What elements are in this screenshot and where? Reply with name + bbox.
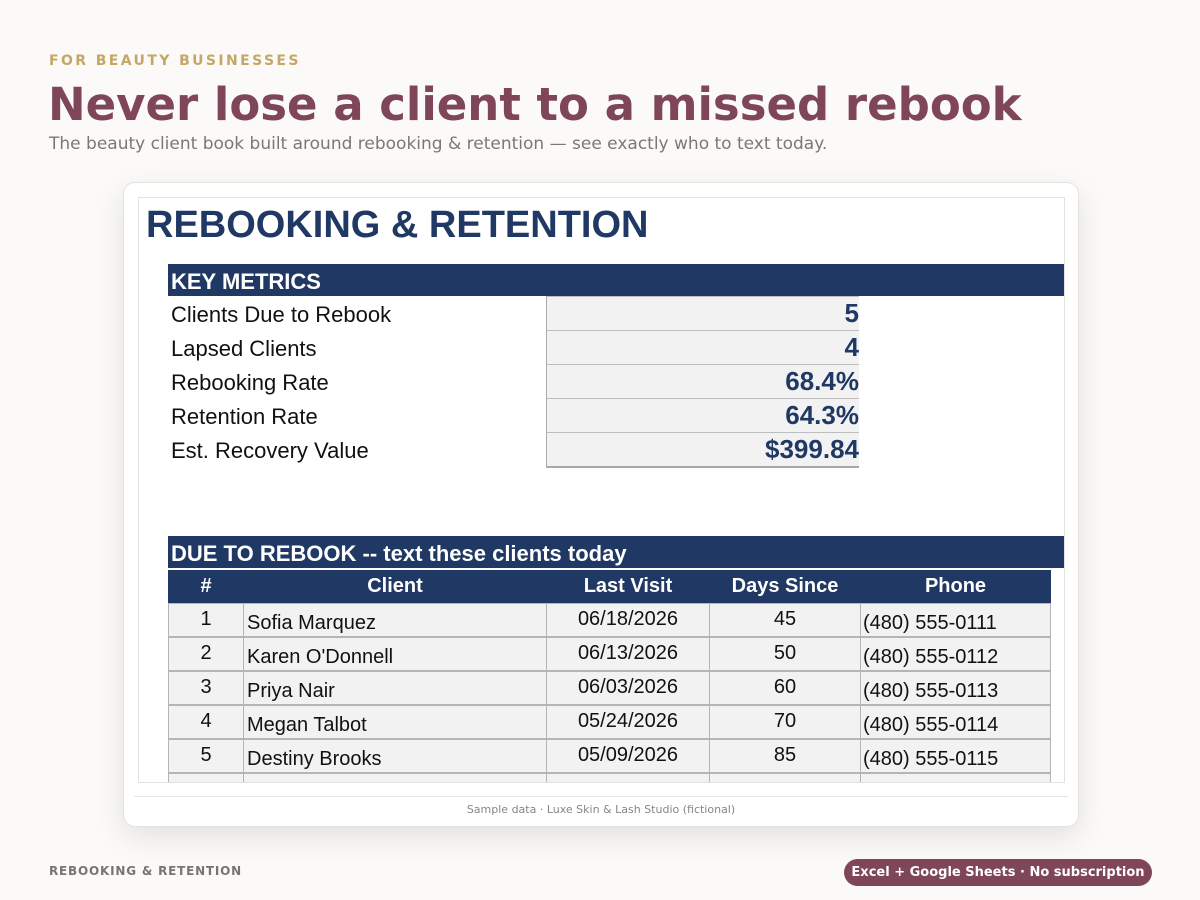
metric-label: Retention Rate — [171, 404, 318, 429]
cell-client[interactable]: Megan Talbot — [243, 705, 547, 739]
column-header-days-since[interactable]: Days Since — [731, 575, 839, 597]
cell-last-visit[interactable]: 06/03/2026 — [546, 671, 710, 705]
cell-last-visit[interactable]: 06/18/2026 — [546, 603, 710, 637]
cell-num[interactable]: 3 — [168, 671, 244, 705]
metric-value[interactable]: 4 — [546, 330, 859, 364]
cell-last-visit[interactable]: 06/13/2026 — [546, 637, 710, 671]
screenshot-card: REBOOKING & RETENTION KEY METRICS Client… — [123, 182, 1079, 827]
table-row: 4 Megan Talbot 05/24/2026 70 (480) 555-0… — [168, 705, 1052, 739]
cell-days-since[interactable] — [709, 773, 861, 782]
metric-value[interactable]: $399.84 — [546, 432, 859, 466]
cell-num[interactable]: 4 — [168, 705, 244, 739]
cell-num[interactable] — [168, 773, 244, 782]
metric-border — [546, 466, 859, 468]
cell-phone[interactable]: (480) 555-0115 — [860, 739, 1051, 773]
table-row: 2 Karen O'Donnell 06/13/2026 50 (480) 55… — [168, 637, 1052, 671]
metric-value[interactable]: 5 — [546, 296, 859, 330]
cell-last-visit[interactable]: 05/09/2026 — [546, 739, 710, 773]
cell-client[interactable]: Priya Nair — [243, 671, 547, 705]
subhead: The beauty client book built around rebo… — [49, 134, 828, 154]
cell-days-since[interactable]: 85 — [709, 739, 861, 773]
cell-client[interactable]: Destiny Brooks — [243, 739, 547, 773]
metric-value[interactable]: 64.3% — [546, 398, 859, 432]
platform-pill: Excel + Google Sheets · No subscription — [844, 859, 1152, 886]
cell-days-since[interactable]: 45 — [709, 603, 861, 637]
cell-phone[interactable]: (480) 555-0112 — [860, 637, 1051, 671]
cell-days-since[interactable]: 50 — [709, 637, 861, 671]
column-header-num[interactable]: # — [200, 575, 212, 597]
table-row — [168, 773, 1052, 782]
table-body: 1 Sofia Marquez 06/18/2026 45 (480) 555-… — [168, 603, 1052, 782]
cell-num[interactable]: 5 — [168, 739, 244, 773]
footer-section-label: REBOOKING & RETENTION — [49, 864, 243, 878]
spreadsheet: REBOOKING & RETENTION KEY METRICS Client… — [138, 197, 1065, 783]
sheet-title: REBOOKING & RETENTION — [146, 204, 649, 246]
metric-label: Rebooking Rate — [171, 370, 329, 395]
cell-last-visit[interactable] — [546, 773, 710, 782]
cell-client[interactable] — [243, 773, 547, 782]
metric-label: Est. Recovery Value — [171, 438, 369, 463]
cell-num[interactable]: 1 — [168, 603, 244, 637]
column-header-client[interactable]: Client — [367, 575, 423, 597]
headline: Never lose a client to a missed rebook — [48, 78, 1022, 131]
cell-days-since[interactable]: 60 — [709, 671, 861, 705]
cell-phone[interactable]: (480) 555-0114 — [860, 705, 1051, 739]
cell-last-visit[interactable]: 05/24/2026 — [546, 705, 710, 739]
table-header: # Client Last Visit Days Since Phone — [168, 570, 1051, 603]
table-row: 5 Destiny Brooks 05/09/2026 85 (480) 555… — [168, 739, 1052, 773]
cell-num[interactable]: 2 — [168, 637, 244, 671]
card-divider — [134, 796, 1068, 797]
cell-phone[interactable]: (480) 555-0113 — [860, 671, 1051, 705]
table-row: 3 Priya Nair 06/03/2026 60 (480) 555-011… — [168, 671, 1052, 705]
cell-client[interactable]: Sofia Marquez — [243, 603, 547, 637]
cell-days-since[interactable]: 70 — [709, 705, 861, 739]
column-header-phone[interactable]: Phone — [924, 575, 987, 597]
table-row: 1 Sofia Marquez 06/18/2026 45 (480) 555-… — [168, 603, 1052, 637]
metric-label: Lapsed Clients — [171, 336, 317, 361]
cell-phone[interactable]: (480) 555-0111 — [860, 603, 1051, 637]
metric-value[interactable]: 68.4% — [546, 364, 859, 398]
metric-label: Clients Due to Rebook — [171, 302, 392, 327]
due-to-rebook-header: DUE TO REBOOK -- text these clients toda… — [168, 536, 1064, 568]
eyebrow: FOR BEAUTY BUSINESSES — [49, 53, 301, 69]
card-caption: Sample data · Luxe Skin & Lash Studio (f… — [466, 803, 736, 816]
key-metrics-header: KEY METRICS — [168, 264, 1064, 296]
cell-phone[interactable] — [860, 773, 1051, 782]
cell-client[interactable]: Karen O'Donnell — [243, 637, 547, 671]
column-header-last-visit[interactable]: Last Visit — [583, 575, 673, 597]
